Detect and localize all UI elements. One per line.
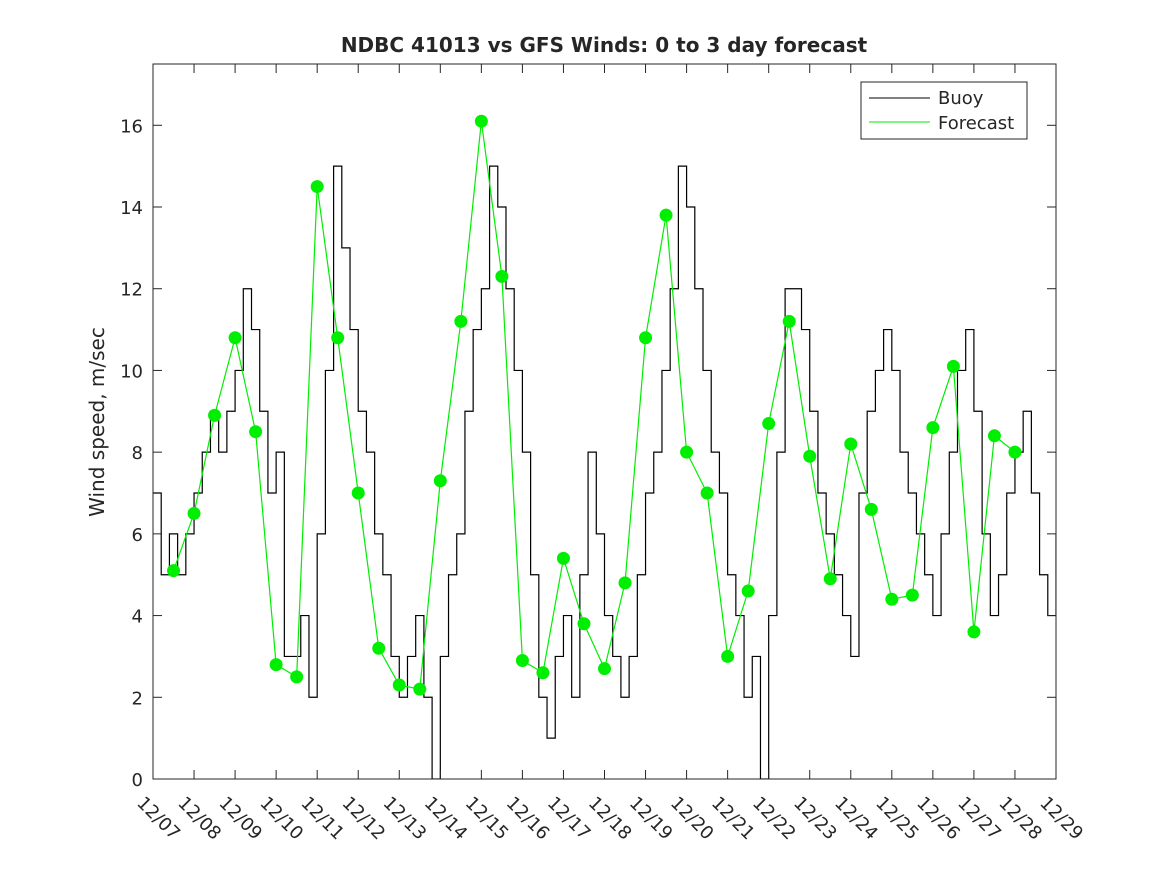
y-tick-label: 16 xyxy=(120,116,143,137)
forecast-point xyxy=(946,359,960,373)
y-axis-label: Wind speed, m/sec xyxy=(85,327,109,517)
forecast-point xyxy=(1008,445,1022,459)
forecast-point xyxy=(454,314,468,328)
legend-box xyxy=(860,81,1028,140)
forecast-point xyxy=(474,114,488,128)
forecast-point xyxy=(598,662,611,676)
y-tick-label: 6 xyxy=(132,525,143,546)
forecast-point xyxy=(659,208,673,222)
y-tick-label: 2 xyxy=(132,688,143,709)
forecast-point xyxy=(680,445,694,459)
y-tick-label: 0 xyxy=(132,770,143,791)
forecast-line xyxy=(172,121,1016,690)
y-tick-label: 4 xyxy=(132,607,143,628)
chart-title: NDBC 41013 vs GFS Winds: 0 to 3 day fore… xyxy=(341,33,868,57)
forecast-point xyxy=(721,649,735,663)
forecast-point xyxy=(208,408,222,422)
forecast-point xyxy=(885,592,899,606)
forecast-point xyxy=(823,572,837,586)
forecast-point xyxy=(556,551,570,565)
y-tick-label: 8 xyxy=(132,443,143,464)
legend-label-forecast: Forecast xyxy=(938,113,1014,134)
y-tick-label: 14 xyxy=(120,198,143,219)
forecast-point xyxy=(433,474,447,488)
y-tick-label: 12 xyxy=(120,280,143,301)
forecast-point xyxy=(844,437,858,451)
y-tick-label: 10 xyxy=(120,361,143,382)
forecast-point xyxy=(700,486,714,500)
forecast-point xyxy=(167,564,181,578)
forecast-point xyxy=(331,331,345,345)
forecast-point xyxy=(926,421,940,435)
forecast-point xyxy=(987,429,1001,443)
legend-label-buoy: Buoy xyxy=(938,88,984,109)
forecast-point xyxy=(618,576,632,590)
forecast-point xyxy=(536,666,550,680)
forecast-point xyxy=(290,670,304,684)
forecast-point xyxy=(762,417,776,431)
forecast-point xyxy=(782,314,796,328)
forecast-point xyxy=(639,331,653,345)
forecast-point xyxy=(577,617,591,631)
forecast-point xyxy=(864,502,878,516)
buoy-line xyxy=(153,165,1056,779)
forecast-point xyxy=(515,654,529,668)
forecast-point xyxy=(803,449,817,463)
forecast-point xyxy=(269,658,283,672)
axes xyxy=(152,63,1057,780)
forecast-point xyxy=(392,678,406,692)
forecast-point xyxy=(372,641,386,655)
forecast-point xyxy=(187,506,201,520)
forecast-point xyxy=(249,425,263,439)
legend: Buoy Forecast xyxy=(860,81,1028,140)
forecast-point xyxy=(413,682,427,696)
forecast-point xyxy=(351,486,365,500)
forecast-point xyxy=(967,625,981,639)
series-layer xyxy=(153,114,1056,779)
forecast-point xyxy=(741,584,755,598)
forecast-point xyxy=(495,269,509,283)
forecast-point xyxy=(310,180,324,194)
forecast-point xyxy=(228,331,242,345)
forecast-point xyxy=(905,588,919,602)
